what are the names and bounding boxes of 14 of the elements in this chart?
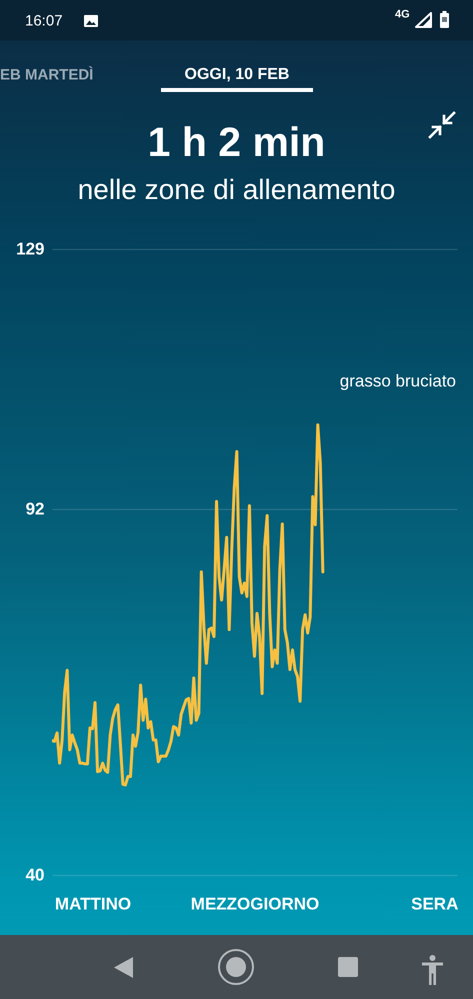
annotation: grasso bruciato: [340, 372, 456, 390]
y-tick-label: 129: [16, 240, 44, 258]
x-tick-label: MATTINO: [54, 894, 132, 914]
text: 4G: [395, 8, 410, 20]
text: EB MARTEDÌ: [0, 66, 94, 84]
chart-subtitle: nelle zone di allenamento: [78, 174, 396, 205]
x-tick-label: MEZZOGIORNO: [190, 894, 320, 914]
text: 16:07: [25, 12, 63, 30]
text: OGGI, 10 FEB: [184, 66, 290, 83]
y-tick-label: 92: [26, 500, 44, 519]
chart-title: 1 h 2 min: [148, 119, 326, 165]
y-tick-label: 40: [26, 866, 44, 884]
line-series: [52, 423, 324, 786]
x-tick-label: SERA: [411, 894, 458, 914]
